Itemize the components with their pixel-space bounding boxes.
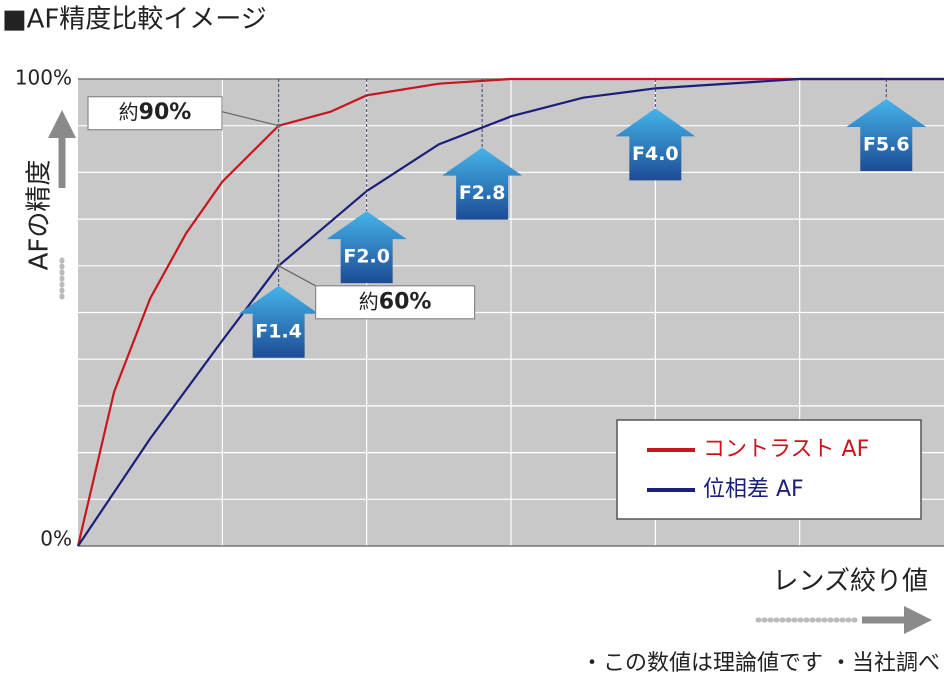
callout-leader	[221, 111, 279, 127]
legend-label: 位相差 AF	[703, 477, 804, 502]
marker-label: F2.0	[343, 246, 390, 268]
marker-label: F5.6	[863, 134, 910, 156]
line-series	[77, 77, 944, 547]
legend-label: コントラスト AF	[703, 437, 869, 462]
marker-arrow	[238, 285, 319, 358]
marker-arrow	[326, 211, 407, 284]
marker-label: F1.4	[255, 320, 302, 342]
x-axis-label: レンズ絞り値	[773, 567, 928, 597]
callout-prefix: 約	[359, 289, 379, 313]
callout-text: 約90%	[119, 100, 192, 126]
footnote: ・この数値は理論値です ・当社調べ	[581, 651, 940, 676]
chart-title: ■AF精度比較イメージ	[2, 5, 267, 35]
callout-leader	[278, 265, 316, 287]
callout-box	[315, 285, 476, 320]
callout-box	[87, 96, 223, 131]
callout-prefix: 約	[119, 100, 139, 124]
marker-arrow	[442, 147, 523, 220]
marker-arrow	[615, 108, 696, 181]
y-tick-label: 100%	[15, 66, 72, 90]
marker-label: F2.8	[459, 182, 506, 204]
callout-point	[276, 263, 281, 268]
marker-label: F4.0	[632, 143, 679, 165]
legend-box	[616, 419, 922, 520]
callout-text: 約60%	[359, 289, 432, 315]
callout-value: 90%	[139, 100, 192, 125]
callout-point	[276, 123, 281, 128]
marker-arrow	[846, 99, 927, 171]
y-tick-label: 0%	[40, 527, 72, 551]
y-axis-label: AFの精度	[25, 160, 55, 271]
callout-value: 60%	[379, 289, 432, 314]
